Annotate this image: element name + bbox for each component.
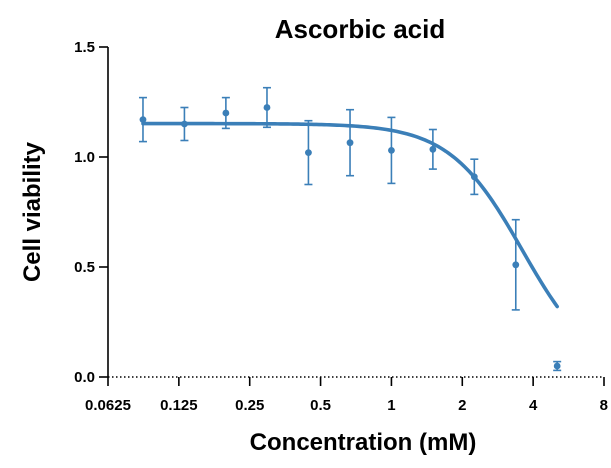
y-axis-label: Cell viability <box>19 141 46 282</box>
data-point <box>181 120 188 128</box>
points-layer <box>138 86 562 372</box>
data-point <box>222 109 230 117</box>
y-tick-label: 0.5 <box>74 259 95 276</box>
data-point <box>263 104 271 111</box>
data-point <box>470 173 478 181</box>
x-ticks: 0.0625 0.125 0.25 0.5 1 2 4 8 <box>85 377 608 414</box>
x-tick-label: 8 <box>600 397 608 414</box>
x-tick-label: 2 <box>458 397 466 414</box>
data-point <box>139 116 147 123</box>
data-point <box>512 261 520 269</box>
data-point <box>429 145 437 153</box>
x-tick-label: 0.0625 <box>85 397 131 414</box>
data-point <box>305 149 312 157</box>
data-point <box>388 147 395 154</box>
x-tick-label: 0.25 <box>235 397 264 414</box>
data-point <box>346 139 354 147</box>
y-tick-label: 1.0 <box>74 149 95 166</box>
chart-title: Ascorbic acid <box>275 14 446 44</box>
y-tick-label: 0.0 <box>74 369 95 386</box>
x-tick-label: 0.5 <box>310 397 331 414</box>
x-tick-label: 1 <box>387 397 395 414</box>
data-point <box>553 362 561 370</box>
x-axis-label: Concentration (mM) <box>250 429 477 456</box>
y-ticks: 0.0 0.5 1.0 1.5 <box>74 39 108 386</box>
x-tick-label: 4 <box>529 397 538 414</box>
x-tick-label: 0.125 <box>160 397 198 414</box>
y-tick-label: 1.5 <box>74 39 95 56</box>
